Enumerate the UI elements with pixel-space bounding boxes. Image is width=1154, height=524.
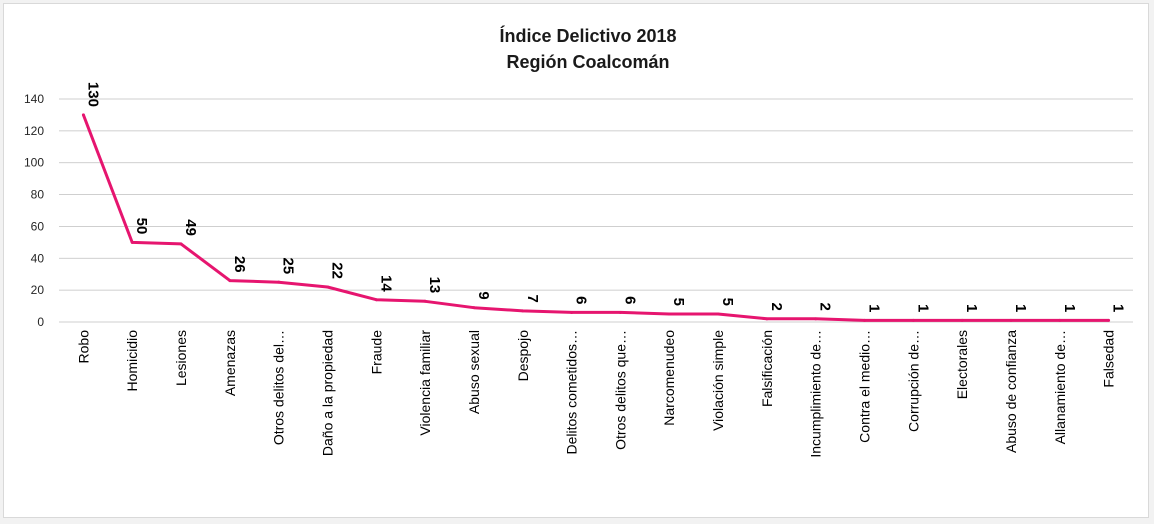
data-point xyxy=(960,318,964,322)
data-point xyxy=(863,318,866,322)
data-point xyxy=(1009,318,1013,322)
series-line-group xyxy=(81,113,1111,322)
x-tick-label: Daño a la propiedad xyxy=(320,330,336,456)
data-label: 49 xyxy=(182,219,199,236)
chart-frame: Índice Delictivo 2018 Región Coalcomán 0… xyxy=(3,3,1149,518)
y-tick-label-60: 60 xyxy=(31,219,45,233)
x-tick-label: Robo xyxy=(75,330,91,364)
data-label: 14 xyxy=(377,275,394,292)
data-point xyxy=(1107,318,1111,322)
x-tick-label: Despojo xyxy=(515,330,531,382)
chart-title: Índice Delictivo 2018 xyxy=(499,25,676,46)
data-point xyxy=(618,310,622,314)
y-tick-label-20: 20 xyxy=(31,283,45,297)
x-tick-label: Narcomenudeo xyxy=(661,330,677,426)
y-axis-ticks: 0 20 40 60 80 100 120 140 xyxy=(24,92,44,329)
data-label: 2 xyxy=(817,302,834,310)
data-point xyxy=(374,298,378,302)
data-point xyxy=(570,310,574,314)
x-tick-label: Amenazas xyxy=(222,330,238,396)
x-tick-label: Otros delitos que… xyxy=(612,330,628,450)
gridlines xyxy=(59,98,1133,323)
data-point xyxy=(228,279,232,283)
data-point xyxy=(814,317,818,321)
x-tick-label: Otros delitos del… xyxy=(271,330,287,445)
data-label: 9 xyxy=(475,291,492,299)
x-tick-label: Homicidio xyxy=(124,330,140,392)
x-tick-label: Corrupción de… xyxy=(905,330,921,432)
y-tick-label-40: 40 xyxy=(31,251,45,265)
data-point xyxy=(716,312,720,316)
x-tick-label: Delitos cometidos… xyxy=(564,330,580,455)
y-tick-label-140: 140 xyxy=(24,92,44,106)
data-point xyxy=(179,242,183,246)
x-tick-label: Abuso de confianza xyxy=(1003,330,1019,453)
data-label: 5 xyxy=(670,298,687,306)
data-label: 1 xyxy=(866,304,883,312)
x-tick-label: Fraude xyxy=(368,330,384,375)
x-tick-label: Allanamiento de… xyxy=(1052,330,1068,444)
data-label: 2 xyxy=(768,302,785,310)
y-tick-label-80: 80 xyxy=(31,188,45,202)
y-tick-label-100: 100 xyxy=(24,156,44,170)
data-point xyxy=(1058,318,1062,322)
y-tick-label-120: 120 xyxy=(24,124,44,138)
data-label: 25 xyxy=(280,257,297,274)
series-line xyxy=(81,114,1109,322)
data-point xyxy=(521,309,525,313)
x-tick-label: Abuso sexual xyxy=(466,330,482,414)
data-label: 1 xyxy=(914,304,931,312)
data-point xyxy=(765,317,769,321)
x-tick-label: Falsificación xyxy=(759,330,775,407)
line-chart: Índice Delictivo 2018 Región Coalcomán 0… xyxy=(24,25,1133,458)
x-tick-label: Electorales xyxy=(954,330,970,399)
x-tick-label: Violencia familiar xyxy=(417,330,433,436)
data-label: 1 xyxy=(963,304,980,312)
data-point xyxy=(81,113,85,117)
x-tick-label: Contra el medio… xyxy=(857,330,873,443)
data-point xyxy=(667,312,671,316)
data-point xyxy=(277,280,281,284)
data-label: 5 xyxy=(719,298,736,306)
data-label: 50 xyxy=(133,218,150,235)
data-label: 1 xyxy=(1061,304,1078,312)
data-label: 13 xyxy=(426,277,443,294)
x-tick-label: Violación simple xyxy=(710,330,726,431)
data-point xyxy=(326,285,329,289)
data-label: 6 xyxy=(621,296,638,304)
data-point xyxy=(423,299,427,303)
data-label: 22 xyxy=(329,262,346,279)
data-label: 1 xyxy=(1110,304,1127,312)
data-label: 1 xyxy=(1012,304,1029,312)
data-label: 7 xyxy=(524,295,541,303)
x-tick-label: Lesiones xyxy=(173,330,189,386)
x-axis-ticks: Robo Homicidio Lesiones Amenazas Otros delit… xyxy=(75,330,1116,458)
data-label: 26 xyxy=(231,256,248,273)
x-tick-label: Falsedad xyxy=(1101,330,1117,388)
data-label: 6 xyxy=(573,296,590,304)
x-tick-label: Incumplimiento de… xyxy=(808,330,824,458)
data-label: 130 xyxy=(84,82,101,107)
y-tick-label-0: 0 xyxy=(37,315,44,329)
data-point xyxy=(911,318,915,322)
chart-subtitle: Región Coalcomán xyxy=(506,52,669,72)
data-point xyxy=(130,240,134,244)
data-point xyxy=(472,306,476,310)
